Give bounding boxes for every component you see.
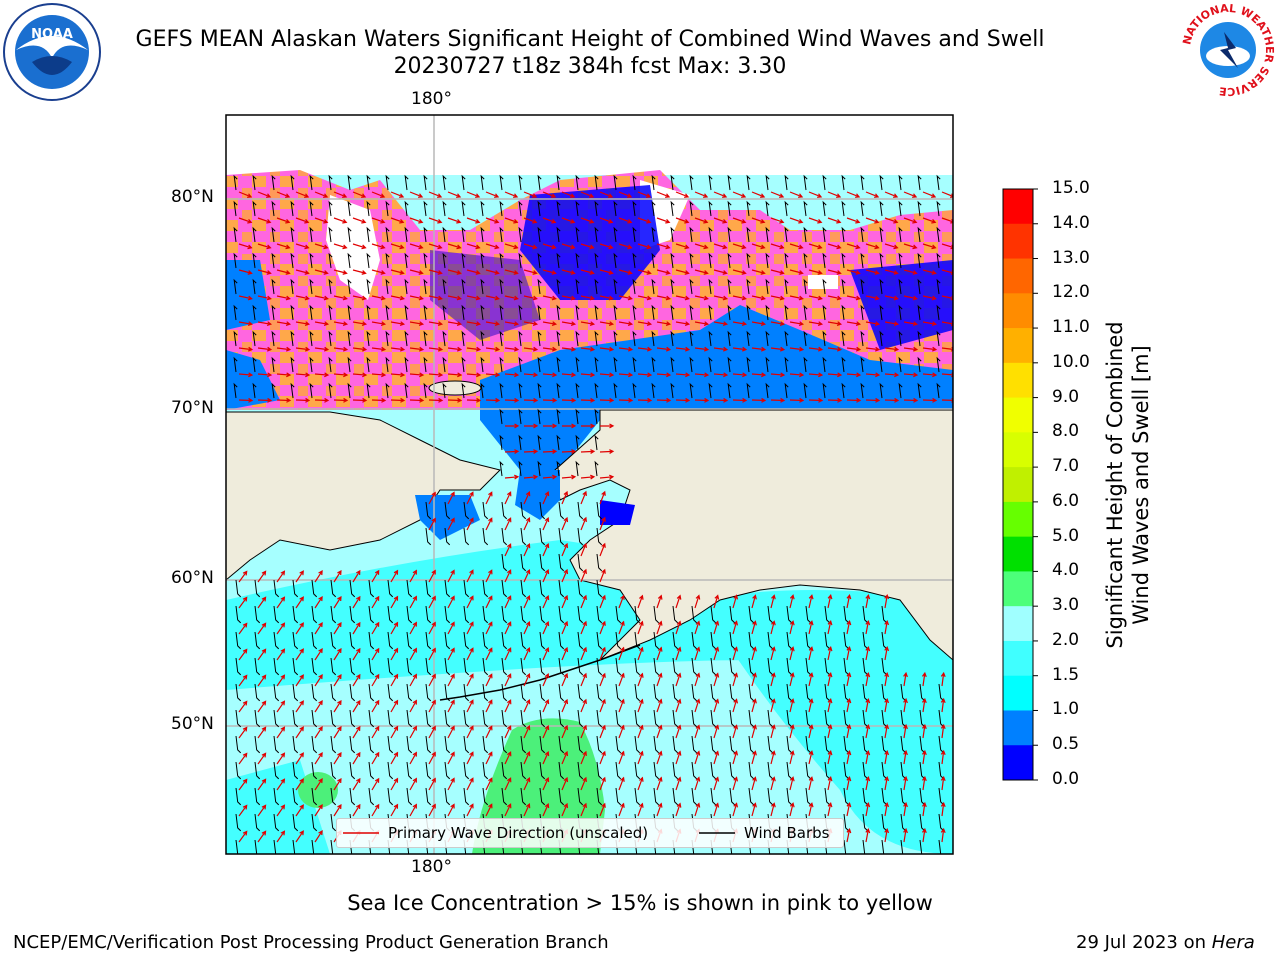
lat-label-50: 50°N <box>171 714 214 734</box>
legend-wave-dir: Primary Wave Direction (unscaled) <box>388 824 649 842</box>
wind-barb-swatch <box>699 832 735 834</box>
colorbar-swatch <box>1003 189 1033 225</box>
colorbar-title-line1: Significant Height of Combined <box>1103 321 1127 649</box>
colorbar-tick-label: 2.0 <box>1052 629 1080 650</box>
footer-date: 29 Jul 2023 on Hera <box>1076 932 1255 953</box>
chart-subtitle: 20230727 t18z 384h fcst Max: 3.30 <box>393 54 787 79</box>
land-alaska <box>554 409 953 661</box>
colorbar-swatch <box>1003 293 1033 329</box>
colorbar-tick-label: 13.0 <box>1052 247 1090 268</box>
vector-field <box>233 174 953 854</box>
footer-branch: NCEP/EMC/Verification Post Processing Pr… <box>13 932 609 953</box>
colorbar-tick-label: 5.0 <box>1052 525 1080 546</box>
colorbar-tick-label: 15.0 <box>1052 178 1090 198</box>
lon-label-bottom: 180° <box>411 857 452 877</box>
lat-label-80: 80°N <box>171 187 214 207</box>
colorbar-swatch <box>1003 328 1033 364</box>
colorbar <box>1002 188 1038 781</box>
plot-frame <box>225 114 954 855</box>
colorbar-tick-label: 7.0 <box>1052 456 1080 477</box>
colorbar-swatch <box>1003 675 1033 711</box>
colorbar-swatch <box>1003 223 1033 260</box>
colorbar-tick-label: 14.0 <box>1052 212 1090 233</box>
colorbar-tick-label: 0.0 <box>1052 769 1080 789</box>
colorbar-tick-label: 10.0 <box>1052 351 1090 372</box>
nws-logo: NATIONAL WEATHER SERVICE <box>1180 2 1276 98</box>
colorbar-swatch <box>1003 501 1033 538</box>
colorbar-swatch <box>1003 710 1033 746</box>
wave-band-05-10 <box>480 305 953 470</box>
map-legend: Primary Wave Direction (unscaled) Wind B… <box>336 818 844 848</box>
colorbar-tick-label: 1.0 <box>1052 699 1080 720</box>
colorbar-tick-label: 11.0 <box>1052 317 1090 338</box>
colorbar-tick-label: 0.5 <box>1052 734 1080 755</box>
wrangel-island <box>428 380 482 396</box>
aleutian-islands <box>439 679 541 701</box>
sea-ice-caption: Sea Ice Concentration > 15% is shown in … <box>347 891 933 915</box>
noaa-logo: NOAA <box>3 3 101 101</box>
colorbar-swatch <box>1003 362 1033 399</box>
colorbar-swatch <box>1003 467 1033 503</box>
lat-label-70: 70°N <box>171 398 214 418</box>
colorbar-swatch <box>1003 745 1033 781</box>
wave-band-25-30-west <box>298 772 338 808</box>
lon-label-top: 180° <box>411 89 452 109</box>
chart-title: GEFS MEAN Alaskan Waters Significant Hei… <box>135 27 1045 52</box>
colorbar-tick-label: 12.0 <box>1052 282 1090 303</box>
colorbar-tick-label: 9.0 <box>1052 386 1080 407</box>
footer-date-text: 29 Jul 2023 on <box>1076 932 1207 953</box>
noaa-logo-text: NOAA <box>31 27 73 42</box>
land-chukotka <box>226 411 501 581</box>
colorbar-tick-label: 4.0 <box>1052 560 1080 581</box>
colorbar-tick-label: 1.5 <box>1052 664 1080 685</box>
graticule <box>226 115 953 854</box>
colorbar-swatch <box>1003 536 1033 572</box>
colorbar-swatch <box>1003 432 1033 468</box>
colorbar-swatch <box>1003 258 1033 294</box>
footer-host: Hera <box>1211 932 1255 953</box>
colorbar-tick-label: 8.0 <box>1052 421 1080 442</box>
colorbar-title: Significant Height of Combined Wind Wave… <box>1102 321 1154 648</box>
legend-wind-barbs: Wind Barbs <box>744 824 830 842</box>
lat-label-60: 60°N <box>171 568 214 588</box>
colorbar-tick-label: 3.0 <box>1052 595 1080 616</box>
colorbar-swatch <box>1003 397 1033 433</box>
colorbar-swatch <box>1003 606 1033 642</box>
colorbar-swatch <box>1003 640 1033 677</box>
wave-dir-swatch <box>343 832 379 834</box>
colorbar-tick-label: 6.0 <box>1052 490 1080 511</box>
colorbar-title-line2: Wind Waves and Swell [m] <box>1129 345 1153 625</box>
colorbar-swatch <box>1003 571 1033 607</box>
